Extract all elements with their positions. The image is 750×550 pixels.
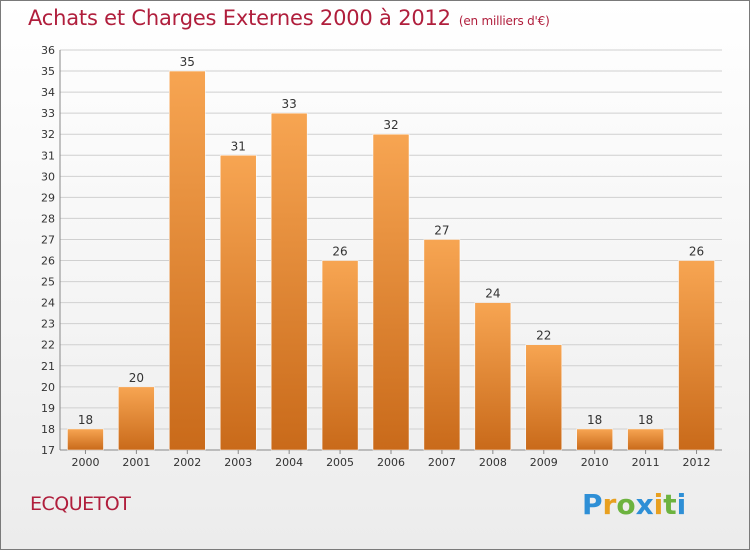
logo-letter: r bbox=[602, 488, 617, 521]
unit-label: (en milliers d'€) bbox=[458, 14, 550, 28]
y-tick-label: 18 bbox=[41, 423, 55, 436]
bar bbox=[67, 428, 104, 451]
y-tick-label: 17 bbox=[41, 444, 55, 457]
y-tick-label: 22 bbox=[41, 339, 55, 352]
chart-title: Achats et Charges Externes 2000 à 2012 (e… bbox=[28, 6, 550, 30]
x-tick-label: 2003 bbox=[224, 456, 252, 469]
y-tick-label: 19 bbox=[41, 402, 55, 415]
x-tick-label: 2002 bbox=[173, 456, 201, 469]
logo-letter: i bbox=[653, 488, 664, 521]
y-tick-label: 27 bbox=[41, 233, 55, 246]
y-tick-label: 35 bbox=[41, 65, 55, 78]
data-label: 26 bbox=[689, 245, 704, 259]
y-tick-label: 36 bbox=[41, 44, 55, 57]
x-tick-label: 2006 bbox=[377, 456, 405, 469]
y-tick-label: 32 bbox=[41, 128, 55, 141]
bar bbox=[678, 260, 715, 451]
bar bbox=[525, 344, 563, 451]
logo-letter: o bbox=[616, 488, 636, 521]
y-tick-label: 20 bbox=[41, 381, 55, 394]
y-tick-label: 29 bbox=[41, 191, 55, 204]
data-label: 24 bbox=[485, 287, 500, 301]
bar bbox=[576, 428, 613, 451]
logo-letter: t bbox=[663, 488, 677, 521]
data-label: 27 bbox=[434, 223, 449, 237]
y-tick-label: 34 bbox=[41, 86, 55, 99]
proxiti-logo: Proxiti bbox=[582, 488, 686, 521]
data-label: 31 bbox=[231, 139, 246, 153]
bar bbox=[423, 239, 461, 451]
x-tick-label: 2005 bbox=[326, 456, 354, 469]
x-tick-label: 2008 bbox=[479, 456, 507, 469]
data-label: 20 bbox=[129, 371, 144, 385]
x-tick-label: 2004 bbox=[275, 456, 303, 469]
x-tick-label: 2009 bbox=[530, 456, 558, 469]
bar bbox=[321, 260, 359, 451]
y-tick-label: 25 bbox=[41, 276, 55, 289]
data-label: 32 bbox=[383, 118, 398, 132]
x-tick-label: 2010 bbox=[581, 456, 609, 469]
y-tick-label: 33 bbox=[41, 107, 55, 120]
y-tick-label: 31 bbox=[41, 149, 55, 162]
data-label: 18 bbox=[78, 413, 93, 427]
logo-letter: i bbox=[676, 488, 687, 521]
x-tick-label: 2007 bbox=[428, 456, 456, 469]
logo-letter: P bbox=[582, 488, 603, 521]
bar bbox=[270, 112, 308, 451]
data-label: 18 bbox=[638, 413, 653, 427]
data-label: 33 bbox=[282, 97, 297, 111]
data-label: 26 bbox=[332, 245, 347, 259]
bar bbox=[627, 428, 664, 451]
data-label: 18 bbox=[587, 413, 602, 427]
y-tick-label: 26 bbox=[41, 255, 55, 268]
commune-name: ECQUETOT bbox=[30, 493, 131, 515]
x-tick-label: 2001 bbox=[122, 456, 150, 469]
y-tick-label: 24 bbox=[41, 297, 55, 310]
x-tick-label: 2011 bbox=[632, 456, 660, 469]
chart-title-text: Achats et Charges Externes 2000 à 2012 bbox=[28, 6, 451, 30]
x-tick-label: 2000 bbox=[71, 456, 99, 469]
bar bbox=[169, 70, 206, 451]
bar bbox=[219, 155, 257, 451]
x-tick-label: 2012 bbox=[683, 456, 711, 469]
y-tick-label: 30 bbox=[41, 170, 55, 183]
y-tick-label: 23 bbox=[41, 318, 55, 331]
data-label: 35 bbox=[180, 55, 195, 69]
y-tick-label: 21 bbox=[41, 360, 55, 373]
logo-letter: x bbox=[635, 488, 654, 521]
bar bbox=[118, 386, 155, 451]
bar bbox=[474, 302, 512, 451]
data-label: 22 bbox=[536, 329, 551, 343]
bar bbox=[372, 133, 410, 451]
y-tick-label: 28 bbox=[41, 212, 55, 225]
